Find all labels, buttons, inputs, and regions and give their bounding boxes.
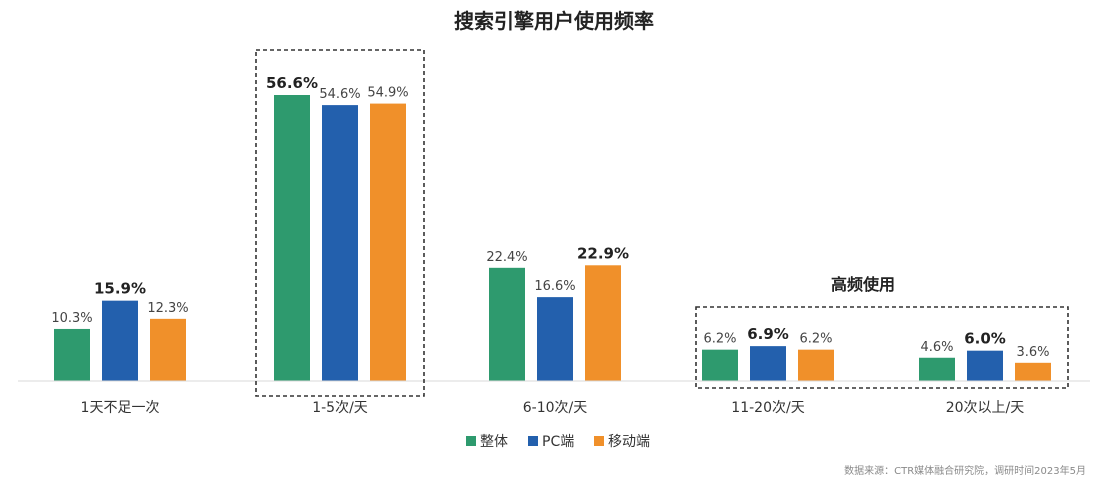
value-label-4-1: 6.0% (964, 330, 1006, 348)
x-tick-label-3: 11-20次/天 (731, 400, 804, 416)
value-label-2-0: 22.4% (486, 250, 527, 265)
value-label-4-2: 3.6% (1016, 345, 1049, 360)
value-label-3-2: 6.2% (799, 332, 832, 347)
bar-2-2 (585, 265, 621, 381)
bar-0-2 (150, 318, 186, 381)
bars-layer (54, 95, 1051, 382)
bar-4-0 (919, 357, 955, 381)
high-frequency-label: 高频使用 (831, 275, 895, 294)
bar-1-0 (274, 95, 310, 381)
bar-4-1 (967, 350, 1003, 381)
highlight-box-1-5 (255, 49, 425, 397)
legend: 整体 PC端 移动端 (466, 434, 650, 450)
value-label-1-0: 56.6% (266, 74, 318, 92)
bar-1-1 (322, 105, 358, 381)
bar-3-2 (798, 349, 834, 381)
highlight-box-high-frequency (695, 306, 1069, 389)
legend-swatch-1 (528, 436, 538, 446)
bar-4-2 (1015, 362, 1051, 381)
legend-label-1: PC端 (542, 434, 574, 450)
bar-2-1 (537, 297, 573, 381)
value-label-2-1: 16.6% (534, 279, 575, 294)
bar-1-2 (370, 103, 406, 382)
x-tick-label-1: 1-5次/天 (312, 400, 368, 416)
value-label-1-2: 54.9% (367, 86, 408, 101)
x-tick-label-4: 20次以上/天 (946, 400, 1025, 416)
bar-0-1 (102, 300, 138, 381)
legend-swatch-2 (594, 436, 604, 446)
value-label-0-1: 15.9% (94, 280, 146, 298)
legend-label-0: 整体 (480, 434, 508, 450)
x-tick-label-0: 1天不足一次 (81, 400, 160, 416)
labels-layer: 10.3%15.9%12.3% 56.6%54.6% 54.9% 22.4% 16.6%… (51, 74, 1049, 360)
bar-2-0 (489, 267, 525, 381)
legend-swatch-0 (466, 436, 476, 446)
value-label-3-1: 6.9% (747, 325, 789, 343)
value-label-0-0: 10.3% (51, 311, 92, 326)
bar-3-0 (702, 349, 738, 381)
x-tick-label-2: 6-10次/天 (523, 400, 588, 416)
legend-label-2: 移动端 (608, 434, 650, 450)
value-label-3-0: 6.2% (703, 332, 736, 347)
value-label-4-0: 4.6% (920, 340, 953, 355)
chart-title: 搜索引擎用户使用频率 (454, 9, 654, 33)
bar-3-1 (750, 346, 786, 381)
source-note: 数据来源：CTR媒体融合研究院，调研时间2023年5月 (844, 464, 1086, 477)
value-label-1-1: 54.6% (319, 87, 360, 102)
value-label-2-2: 22.9% (577, 244, 629, 262)
bar-0-0 (54, 328, 90, 381)
value-label-0-2: 12.3% (147, 301, 188, 316)
x-tick-labels: 1天不足一次 1-5次/天 6-10次/天 11-20次/天 20次以上/天 (81, 400, 1025, 416)
